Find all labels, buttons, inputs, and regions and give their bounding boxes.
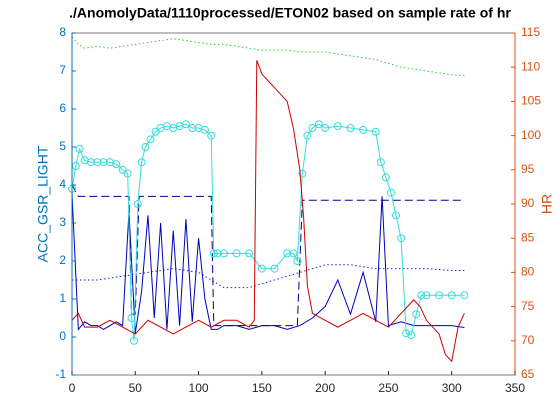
marker xyxy=(402,329,411,338)
y2-tick-label: 95 xyxy=(521,162,535,176)
marker xyxy=(303,131,312,140)
marker xyxy=(346,124,355,132)
marker xyxy=(308,124,317,132)
y-tick-label: 6 xyxy=(59,101,66,115)
marker xyxy=(245,249,254,258)
y2-tick-label: 80 xyxy=(521,265,535,279)
line-series xyxy=(71,60,465,363)
y-tick-label: 7 xyxy=(59,63,66,77)
marker xyxy=(447,291,456,300)
y-tick-label: 8 xyxy=(59,25,66,39)
marker xyxy=(257,264,266,273)
marker xyxy=(188,124,197,132)
x-tick-label: 250 xyxy=(378,381,398,395)
y-tick-label: 4 xyxy=(59,177,66,191)
marker xyxy=(93,158,102,167)
y-tick-label: 3 xyxy=(59,215,66,229)
marker xyxy=(209,249,218,258)
y2-tick-label: 100 xyxy=(521,128,541,142)
marker xyxy=(137,158,146,167)
marker xyxy=(133,200,142,208)
marker xyxy=(422,291,431,300)
marker xyxy=(289,249,298,258)
x-tick-label: 200 xyxy=(315,381,335,395)
marker xyxy=(270,264,279,273)
marker xyxy=(321,124,330,132)
y2-axis-label: HR xyxy=(539,194,555,214)
marker xyxy=(314,120,323,129)
y2-tick-label: 75 xyxy=(521,299,535,313)
marker xyxy=(118,165,127,174)
line-series xyxy=(71,184,465,327)
marker xyxy=(219,249,228,258)
marker xyxy=(151,127,160,136)
marker xyxy=(75,144,84,153)
marker xyxy=(123,169,132,178)
y2-tick-label: 65 xyxy=(521,367,535,381)
x-tick-label: 350 xyxy=(505,381,525,395)
marker xyxy=(392,211,401,220)
marker xyxy=(376,158,385,167)
y-tick-label: 0 xyxy=(59,329,66,343)
marker xyxy=(381,173,390,182)
marker xyxy=(417,291,426,300)
y2-tick-label: 90 xyxy=(521,196,535,210)
line-series xyxy=(71,192,465,334)
y2-tick-label: 85 xyxy=(521,230,535,244)
chart-title: ./AnomolyData/1110processed/ETON02 based… xyxy=(69,5,511,21)
marker xyxy=(141,143,150,151)
marker xyxy=(86,158,95,167)
y-tick-label: 2 xyxy=(59,253,66,267)
y-tick-label: 5 xyxy=(59,139,66,153)
marker xyxy=(127,314,136,322)
marker xyxy=(412,310,421,319)
x-tick-label: 100 xyxy=(189,381,209,395)
marker xyxy=(213,249,222,258)
marker xyxy=(293,257,302,265)
marker xyxy=(397,234,406,243)
marker xyxy=(386,188,395,197)
y2-tick-label: 70 xyxy=(521,333,535,347)
marker xyxy=(232,249,241,258)
marker xyxy=(460,291,469,300)
marker xyxy=(181,120,190,129)
marker xyxy=(99,158,108,167)
marker xyxy=(207,131,216,140)
x-tick-label: 50 xyxy=(129,381,143,395)
marker xyxy=(283,249,292,258)
marker xyxy=(359,125,368,134)
y-tick-label: -1 xyxy=(55,367,66,381)
y-tick-label: 1 xyxy=(59,291,66,305)
line-series xyxy=(71,36,465,77)
marker xyxy=(200,125,209,134)
marker xyxy=(130,336,139,345)
x-tick-label: 0 xyxy=(69,381,76,395)
marker xyxy=(112,160,121,169)
line-series xyxy=(71,123,465,341)
marker xyxy=(146,135,155,144)
x-tick-label: 300 xyxy=(442,381,462,395)
y2-tick-label: 115 xyxy=(521,25,540,39)
y2-tick-label: 110 xyxy=(521,59,540,73)
marker xyxy=(298,169,307,178)
marker xyxy=(435,291,444,300)
x-tick-label: 150 xyxy=(252,381,272,395)
y2-tick-label: 105 xyxy=(521,94,541,108)
y-axis-label: ACC_GSR_LIGHT xyxy=(35,145,51,262)
marker xyxy=(371,127,380,136)
line-series xyxy=(72,264,465,289)
marker xyxy=(407,331,416,340)
marker xyxy=(333,122,342,131)
